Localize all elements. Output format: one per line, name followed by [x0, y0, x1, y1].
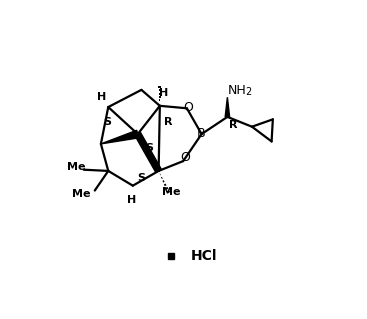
Polygon shape	[135, 132, 161, 173]
Polygon shape	[101, 130, 139, 144]
Text: H: H	[97, 92, 106, 102]
Text: O: O	[181, 152, 190, 164]
Text: S: S	[103, 117, 111, 127]
Text: HCl: HCl	[190, 249, 217, 263]
Text: R: R	[164, 117, 173, 127]
Text: S: S	[137, 173, 145, 183]
Text: 2: 2	[245, 86, 251, 97]
Text: B: B	[197, 127, 206, 140]
Text: Me: Me	[161, 187, 180, 197]
Text: Me: Me	[72, 189, 91, 198]
Text: Me: Me	[67, 162, 86, 172]
Text: H: H	[159, 88, 168, 98]
Text: S: S	[145, 143, 153, 152]
Text: NH: NH	[228, 84, 247, 97]
Text: O: O	[183, 100, 193, 114]
Text: H: H	[127, 196, 136, 205]
Text: R: R	[229, 121, 238, 130]
Polygon shape	[225, 97, 230, 117]
